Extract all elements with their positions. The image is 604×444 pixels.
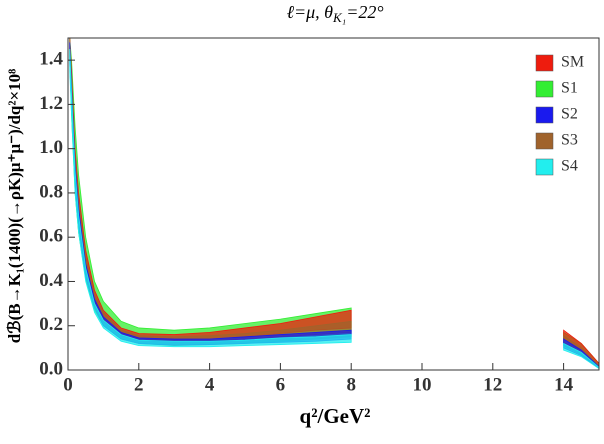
title-part: =22° [346,2,383,22]
x-tick-label: 4 [205,374,215,395]
y-tick-label: 0.0 [39,358,63,379]
chart-title: ℓ=μ, θK₁=22° [286,2,383,25]
legend-label: S3 [561,132,578,149]
y-axis-label: dℬ(B→K₁(1400)(→ρK)μ⁺μ⁻)/dq²×10⁸ [5,69,24,344]
x-tick-label: 2 [134,374,144,395]
y-tick-label: 0.2 [39,314,63,335]
legend-label: S1 [561,80,578,97]
x-tick-label: 0 [63,374,73,395]
x-axis-label: q²/GeV² [300,404,371,428]
y-tick-label: 0.4 [39,270,63,291]
y-tick-label: 1.2 [39,93,63,114]
y-tick-label: 1.4 [39,48,63,69]
y-tick-label: 1.0 [39,137,63,158]
plot-frame [67,37,600,371]
legend-label: S4 [561,158,578,175]
legend-swatch [535,158,554,176]
legend-label: S2 [561,106,578,123]
legend-label: SM [561,54,584,71]
x-tick-label: 10 [413,374,432,395]
legend-swatch [535,106,554,124]
y-tick-label: 0.6 [39,226,63,247]
legend-swatch [535,132,554,150]
title-part: ℓ=μ, θ [286,2,333,22]
x-tick-label: 12 [483,374,502,395]
x-tick-label: 6 [276,374,286,395]
x-tick-label: 8 [346,374,356,395]
band [69,37,600,368]
legend-swatch [535,54,554,72]
legend-swatch [535,80,554,98]
x-tick-label: 14 [554,374,574,395]
title-part: K₁ [332,10,346,25]
y-tick-label: 0.8 [39,181,63,202]
